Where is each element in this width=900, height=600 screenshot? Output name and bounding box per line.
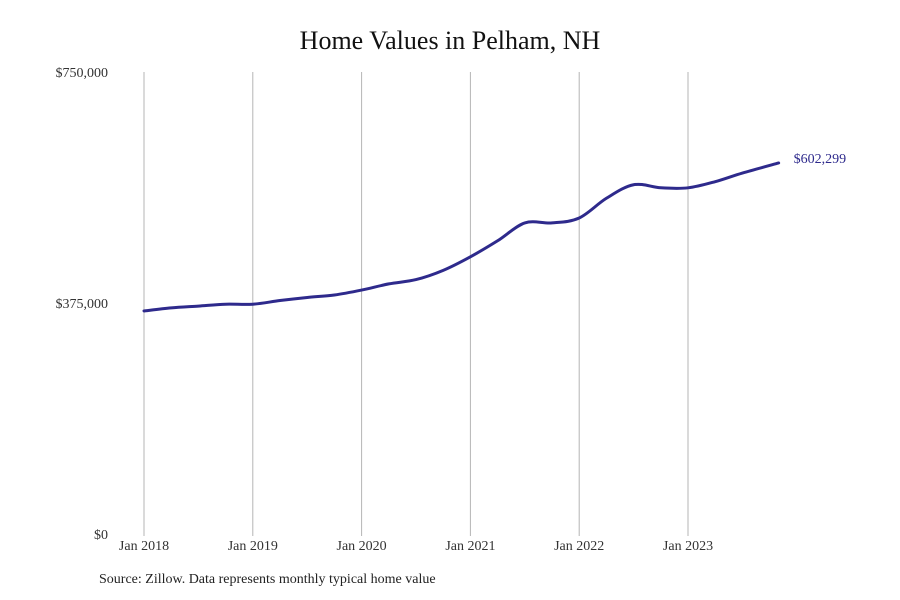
chart-title: Home Values in Pelham, NH (299, 26, 601, 55)
x-tick-label: Jan 2020 (337, 539, 387, 554)
x-tick-label: Jan 2021 (445, 539, 495, 554)
x-tick-label: Jan 2018 (119, 539, 169, 554)
y-tick-label: $375,000 (56, 297, 109, 312)
end-value-label: $602,299 (794, 152, 847, 167)
x-tick-label: Jan 2023 (663, 539, 713, 554)
data-line (142, 161, 781, 313)
source-note: Source: Zillow. Data represents monthly … (99, 572, 436, 587)
x-tick-label: Jan 2019 (228, 539, 278, 554)
y-tick-label: $0 (94, 528, 108, 543)
y-tick-label: $750,000 (56, 66, 109, 81)
x-tick-label: Jan 2022 (554, 539, 604, 554)
